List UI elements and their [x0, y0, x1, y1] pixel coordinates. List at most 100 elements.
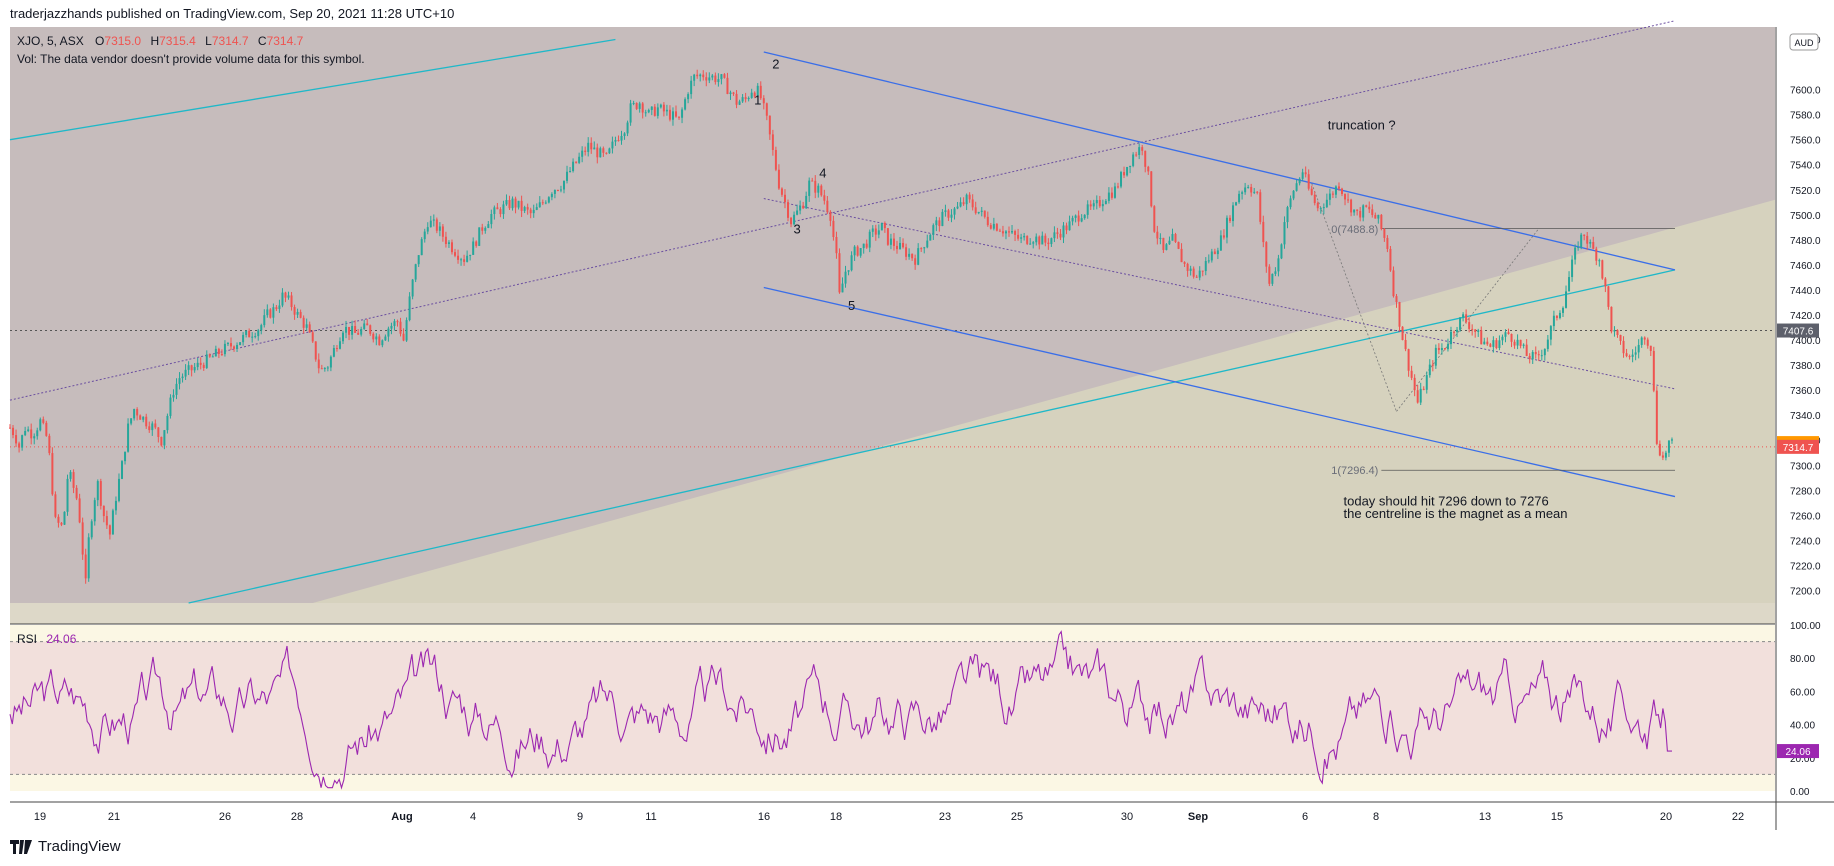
candle-body	[620, 135, 623, 141]
fib-level1-label: 1(7296.4)	[1331, 465, 1378, 477]
candle-body	[1219, 235, 1222, 251]
candle-body	[33, 436, 36, 439]
time-tick-label: 16	[758, 811, 770, 823]
candle-body	[1401, 326, 1404, 340]
candle-body	[853, 246, 856, 256]
candle-body	[1398, 302, 1401, 327]
candle-body	[980, 210, 983, 212]
candle-body	[450, 242, 453, 253]
candle-body	[1474, 329, 1477, 332]
candle-body	[329, 356, 332, 368]
candle-body	[263, 315, 266, 326]
candle-body	[290, 295, 293, 308]
candle-body	[30, 429, 33, 439]
candle-body	[844, 271, 847, 284]
footer-brand[interactable]: TradingView	[10, 838, 121, 855]
candle-body	[750, 92, 753, 98]
candle-body	[369, 325, 372, 334]
candle-body	[284, 292, 287, 298]
candle-body	[553, 189, 556, 194]
candle-body	[423, 231, 426, 240]
candle-body	[575, 161, 578, 163]
candle-body	[405, 320, 408, 341]
candle-body	[1471, 328, 1474, 330]
legend-close: 7314.7	[267, 34, 304, 48]
wave-label: 4	[819, 165, 826, 180]
candle-body	[402, 333, 405, 341]
candle-body	[99, 481, 102, 506]
candle-body	[920, 248, 923, 250]
time-axis[interactable]: 19 21 26 28 Aug 4 9 11 16 18 23 25 30 Sep 6 8 13 15 20 22	[34, 811, 1744, 823]
candle-body	[832, 220, 835, 238]
truncation-note: truncation ?	[1328, 118, 1396, 133]
candle-body	[1225, 217, 1228, 238]
candle-body	[311, 332, 314, 342]
candle-body	[1259, 192, 1262, 222]
candle-body	[1141, 147, 1144, 151]
wave-label: 5	[848, 298, 855, 313]
candle-body	[1077, 215, 1080, 222]
candle-body	[390, 325, 393, 329]
candle-body	[1519, 339, 1522, 346]
candle-body	[93, 500, 96, 522]
candle-body	[1080, 218, 1083, 222]
currency-badge[interactable]	[1789, 33, 1819, 51]
rsi-axis[interactable]: 0.00 20.00 40.00 60.00 80.00 100.00	[1790, 621, 1821, 798]
candle-body	[883, 222, 886, 229]
candle-body	[1241, 192, 1244, 194]
candle-body	[1235, 202, 1238, 206]
candle-body	[514, 198, 517, 208]
candle-body	[1129, 165, 1132, 167]
candle-body	[1277, 258, 1280, 272]
candle-body	[856, 246, 859, 256]
candle-body	[1510, 333, 1513, 342]
candle-body	[342, 332, 344, 342]
candle-body	[905, 247, 908, 257]
candle-body	[862, 243, 865, 249]
candle-body	[711, 75, 714, 78]
candle-body	[142, 416, 145, 420]
footer-brand-text: TradingView	[38, 838, 121, 855]
channel-lower	[763, 286, 1676, 498]
price-tick-label: 7360.0	[1790, 386, 1821, 397]
candle-body	[626, 122, 629, 134]
candle-body	[1495, 340, 1498, 349]
candle-body	[1571, 259, 1574, 278]
candle-body	[1337, 186, 1340, 189]
candle-body	[1292, 190, 1295, 199]
legend-open: 7315.0	[104, 34, 141, 48]
candle-body	[323, 368, 326, 370]
candle-body	[233, 346, 236, 349]
candle-body	[454, 252, 457, 256]
candle-body	[983, 210, 986, 217]
candle-body	[953, 208, 956, 215]
candle-body	[1453, 331, 1456, 333]
candle-body	[1213, 251, 1216, 255]
candle-body	[1123, 172, 1126, 176]
price-tick-label: 7500.0	[1790, 211, 1821, 222]
candle-body	[81, 522, 84, 555]
candle-body	[508, 200, 511, 209]
candle-body	[124, 451, 127, 462]
candle-body	[1395, 296, 1398, 303]
candle-body	[108, 525, 111, 535]
trend-lines	[9, 20, 1676, 604]
candle-body	[556, 189, 559, 191]
candle-body	[60, 522, 63, 525]
price-axis[interactable]: 7200.07220.07240.07260.07280.07300.07320…	[1790, 36, 1821, 598]
candle-body	[293, 307, 296, 315]
candle-body	[484, 227, 487, 231]
candle-body	[1601, 260, 1604, 279]
legend-low-label: L	[205, 34, 212, 48]
candle-body	[399, 321, 402, 334]
candle-body	[1380, 214, 1383, 230]
candle-body	[647, 109, 650, 113]
candle-body	[139, 415, 142, 420]
candle-body	[908, 253, 911, 257]
candle-body	[1165, 244, 1168, 250]
candle-body	[1646, 339, 1649, 346]
candle-body	[566, 171, 569, 181]
rsi-tick-label: 0.00	[1790, 787, 1810, 798]
candle-body	[463, 259, 466, 262]
